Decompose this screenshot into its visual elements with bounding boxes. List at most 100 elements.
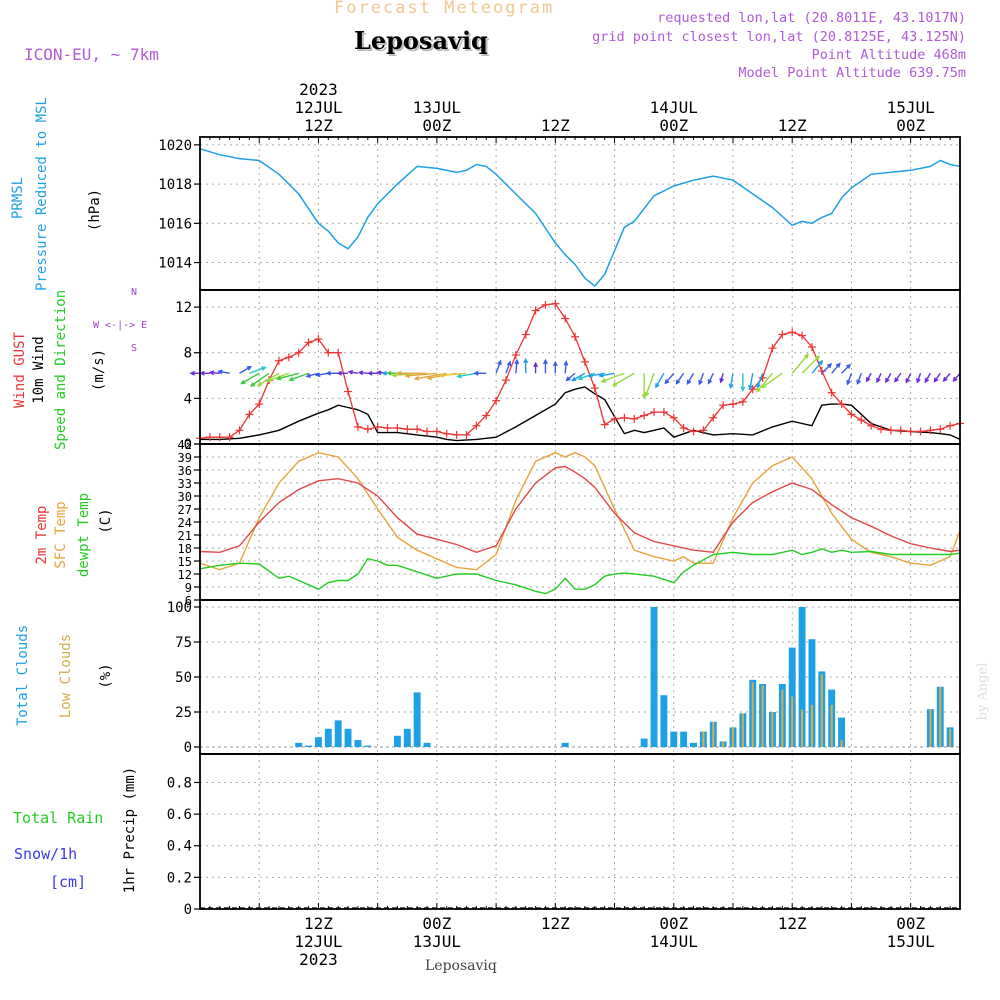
dewpt-line bbox=[199, 548, 961, 595]
total-cloud-bar bbox=[838, 717, 846, 747]
low-cloud-bar bbox=[810, 705, 813, 747]
axes-layer: 1014101610181020048126912151821242730333… bbox=[158, 80, 961, 969]
wind-arrow-head bbox=[846, 380, 851, 386]
wind-arrow bbox=[505, 361, 511, 374]
y-tick-label: 8 bbox=[184, 346, 192, 362]
wind-arrow bbox=[831, 363, 841, 374]
wind-arrow-head bbox=[357, 370, 364, 376]
y-tick-label: 36 bbox=[178, 464, 192, 478]
precip-rain-label: Total Rain bbox=[13, 809, 104, 827]
wind-arrow bbox=[277, 372, 299, 380]
wind-arrow-head bbox=[336, 370, 342, 376]
wind-arrow-head bbox=[942, 376, 948, 383]
total-cloud-bar bbox=[364, 745, 372, 747]
wind-arrow bbox=[250, 372, 270, 387]
total-cloud-bar bbox=[305, 745, 313, 747]
wind-arrow bbox=[440, 372, 467, 377]
bottom-axis-label: 14JUL bbox=[650, 932, 698, 951]
wind-arrow bbox=[686, 372, 695, 385]
y-tick-label: 21 bbox=[178, 529, 192, 543]
y-tick-label: 0.4 bbox=[167, 839, 192, 855]
wind-arrow-head bbox=[571, 376, 577, 382]
wind-arrow-head bbox=[916, 378, 921, 384]
wind-arrow-head bbox=[598, 372, 604, 378]
wind-arrow bbox=[599, 372, 615, 377]
total-cloud-bar bbox=[413, 692, 421, 747]
y-tick-label: 50 bbox=[175, 670, 192, 686]
top-axis-label: 00Z bbox=[896, 116, 925, 135]
total-cloud-bar bbox=[393, 735, 401, 747]
wind-arrow bbox=[756, 372, 774, 393]
y-tick-label: 1014 bbox=[158, 256, 192, 272]
low-cloud-bar bbox=[751, 682, 754, 747]
wind-arrow-head bbox=[438, 372, 445, 378]
wind-arrow-head bbox=[305, 373, 311, 378]
wind-arrow-head bbox=[552, 360, 558, 367]
wind-arrow-head bbox=[347, 369, 354, 375]
gridpoint-coords: grid point closest lon,lat (20.8125E, 43… bbox=[592, 29, 966, 45]
total-cloud-bar bbox=[295, 742, 303, 747]
wind-arrow bbox=[655, 372, 665, 388]
wind-arrow-head bbox=[655, 383, 660, 389]
total-cloud-bar bbox=[314, 737, 322, 747]
wind-arrow bbox=[564, 361, 567, 374]
wind-arrow bbox=[572, 372, 586, 382]
top-axis-label: 12Z bbox=[304, 116, 333, 135]
wind-arrow-head bbox=[246, 366, 253, 371]
precip-snow-unit: [cm] bbox=[50, 873, 87, 891]
top-axis-label: 13JUL bbox=[413, 98, 461, 117]
bottom-axis-label: 12Z bbox=[304, 914, 333, 933]
low-cloud-bar bbox=[771, 712, 774, 747]
wind-arrow-head bbox=[386, 370, 392, 376]
bottom-axis-label: 2023 bbox=[299, 950, 338, 969]
bottom-axis-label: 00Z bbox=[422, 914, 451, 933]
wind-arrow bbox=[707, 372, 714, 384]
y-tick-label: 39 bbox=[178, 451, 192, 465]
wind-arrow bbox=[698, 373, 705, 385]
wind-arrow bbox=[943, 372, 951, 382]
total-cloud-bar bbox=[324, 728, 332, 747]
wind-arrow-head bbox=[924, 377, 930, 384]
wind-arrow-head bbox=[314, 372, 321, 378]
wind-arrow bbox=[675, 372, 685, 384]
total-cloud-bar bbox=[650, 607, 658, 747]
wind-arrow-head bbox=[514, 358, 520, 365]
wind-arrow bbox=[289, 372, 309, 381]
y-tick-label: 30 bbox=[178, 490, 192, 504]
low-cloud-bar bbox=[840, 740, 843, 747]
total-cloud-bar bbox=[670, 731, 678, 747]
wind-arrow bbox=[241, 372, 260, 385]
wind-arrow-head bbox=[814, 355, 821, 361]
wind-arrow-head bbox=[413, 375, 420, 381]
wind-arrow bbox=[924, 372, 931, 383]
total-cloud-bar bbox=[354, 740, 362, 747]
wind-arrow-head bbox=[533, 361, 539, 368]
wind-arrow-head bbox=[381, 370, 387, 376]
top-axis-label: 15JUL bbox=[887, 98, 935, 117]
low-cloud-bar bbox=[702, 731, 705, 747]
low-cloud-bar bbox=[731, 727, 735, 747]
wind-arrow bbox=[306, 372, 319, 378]
wind-arrow-head bbox=[644, 391, 650, 398]
compass-west-east: W <-|-> E bbox=[93, 320, 148, 331]
wind-arrow bbox=[664, 372, 675, 384]
wind-arrow-head bbox=[698, 380, 703, 386]
wind-arrow bbox=[894, 372, 902, 382]
wind-arrow bbox=[905, 372, 912, 383]
wind-gust-line bbox=[199, 303, 961, 439]
y-tick-label: 6 bbox=[185, 594, 192, 608]
top-axis-label: 14JUL bbox=[650, 98, 698, 117]
compass-north: N bbox=[131, 287, 138, 298]
wind-arrow bbox=[729, 373, 734, 388]
wind-arrow bbox=[811, 360, 823, 374]
point-altitude: Point Altitude 468m bbox=[811, 47, 966, 63]
sfc-temp-line bbox=[199, 451, 961, 571]
wind-arrow-head bbox=[905, 378, 911, 384]
wind-arrow bbox=[791, 354, 809, 374]
wind-arrow-head bbox=[856, 379, 861, 386]
wind-arrow-head bbox=[240, 379, 246, 385]
top-axis-label: 00Z bbox=[659, 116, 688, 135]
bottom-axis-label: 15JUL bbox=[887, 932, 935, 951]
wind-arrow-head bbox=[826, 363, 833, 369]
